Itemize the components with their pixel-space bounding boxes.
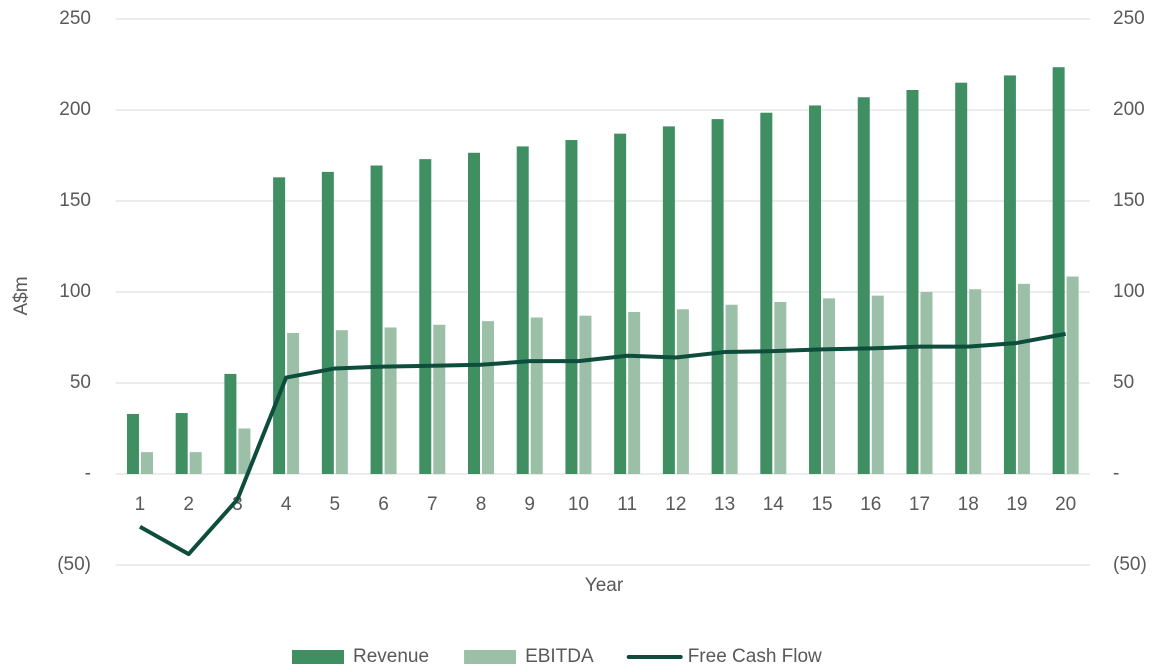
bar — [1052, 67, 1065, 474]
y-axis-label: A$m — [11, 276, 32, 315]
bar — [468, 152, 480, 474]
bar — [370, 165, 383, 474]
bar — [857, 97, 870, 474]
x-tick-label: 5 — [330, 494, 341, 515]
bar — [238, 428, 251, 474]
bar — [335, 330, 348, 474]
bar — [140, 452, 153, 474]
legend-label: Revenue — [353, 646, 429, 667]
y-tick-label: 50 — [70, 372, 91, 393]
bar — [224, 373, 237, 474]
x-tick-label: 18 — [958, 494, 979, 515]
bar — [579, 315, 592, 474]
y-tick-label: (50) — [57, 554, 91, 575]
bar — [662, 126, 675, 474]
bar — [711, 119, 724, 474]
bar — [175, 413, 188, 474]
bar — [433, 324, 446, 474]
bar — [516, 146, 529, 474]
x-tick-label: 3 — [232, 494, 243, 515]
y-tick-label: 250 — [59, 8, 91, 29]
y2-tick-label: 50 — [1113, 372, 1134, 393]
x-axis-label: Year — [585, 575, 624, 596]
x-tick-label: 8 — [476, 494, 487, 515]
bar — [920, 292, 933, 474]
bar — [126, 413, 139, 474]
bar — [189, 452, 202, 474]
y2-tick-label: 150 — [1113, 190, 1145, 211]
x-tick-label: 4 — [281, 494, 292, 515]
y2-tick-label: (50) — [1113, 554, 1147, 575]
bar — [1017, 283, 1030, 474]
bar — [321, 171, 334, 474]
line — [138, 331, 1067, 557]
x-tick-label: 14 — [763, 494, 785, 515]
x-tick-label: 12 — [665, 494, 686, 515]
bar — [419, 159, 432, 474]
y-tick-label: 150 — [59, 190, 91, 211]
legend-swatch — [292, 650, 344, 664]
bar — [774, 302, 787, 474]
x-tick-label: 20 — [1055, 494, 1076, 515]
bar — [614, 133, 627, 474]
legend-label: EBITDA — [525, 646, 594, 667]
y-tick-label: 200 — [59, 99, 91, 120]
bar — [287, 332, 300, 474]
x-tick-label: 7 — [427, 494, 438, 515]
y2-tick-label: 250 — [1113, 8, 1145, 29]
bar — [384, 327, 397, 474]
x-tick-label: 17 — [909, 494, 930, 515]
x-tick-label: 11 — [617, 494, 637, 515]
bar — [1003, 75, 1016, 475]
y-tick-label: 100 — [59, 281, 91, 302]
bar — [628, 312, 641, 474]
bar — [273, 177, 286, 474]
bar — [809, 105, 822, 474]
bar — [565, 140, 578, 474]
bar — [969, 289, 982, 474]
bar — [955, 82, 968, 474]
x-tick-label: 10 — [568, 494, 589, 515]
x-tick-label: 6 — [378, 494, 389, 515]
legend-swatch — [464, 650, 517, 664]
bar — [760, 112, 773, 474]
legend-label: Free Cash Flow — [688, 646, 822, 667]
x-tick-label: 13 — [714, 494, 735, 515]
bar — [725, 304, 738, 474]
x-tick-label: 2 — [183, 494, 194, 515]
bar — [906, 89, 919, 474]
x-tick-label: 1 — [135, 494, 146, 515]
bar — [482, 321, 494, 474]
x-tick-label: 16 — [860, 494, 881, 515]
bar — [1066, 276, 1079, 474]
y-tick-label: - — [85, 463, 91, 484]
x-tick-label: 19 — [1006, 494, 1027, 515]
y2-tick-label: 200 — [1113, 99, 1145, 120]
bar — [871, 295, 884, 474]
bar — [530, 317, 543, 474]
bar — [676, 309, 689, 474]
bar — [823, 298, 836, 474]
y2-tick-label: 100 — [1113, 281, 1145, 302]
x-tick-label: 9 — [524, 494, 535, 515]
x-tick-label: 15 — [811, 494, 832, 515]
y2-tick-label: - — [1113, 463, 1119, 484]
